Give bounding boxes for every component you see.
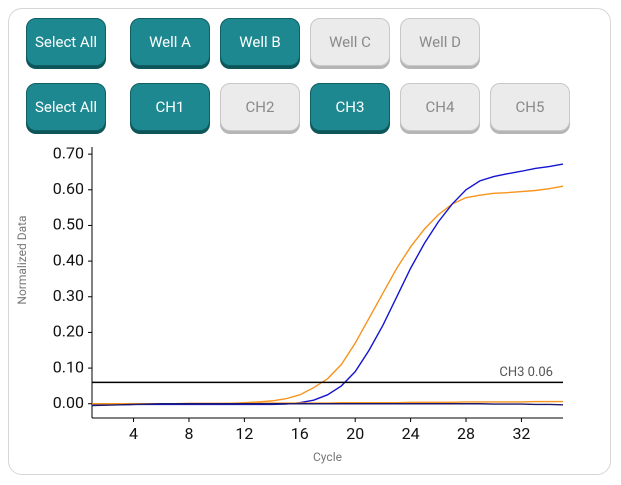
y-tick-label: 0.40 — [53, 250, 84, 269]
toggle-button[interactable]: CH3 — [310, 83, 390, 131]
series-line — [92, 163, 564, 406]
y-tick-label: 0.60 — [53, 179, 84, 198]
x-tick-label: 4 — [129, 424, 138, 443]
toggle-button[interactable]: CH5 — [490, 83, 570, 131]
x-tick-label: 16 — [291, 424, 309, 443]
y-tick-label: 0.70 — [53, 143, 84, 162]
toggle-button[interactable]: Well A — [130, 18, 210, 66]
toggle-button[interactable]: CH4 — [400, 83, 480, 131]
toggle-button[interactable]: Well B — [220, 18, 300, 66]
y-tick-label: 0.50 — [53, 215, 84, 234]
y-tick-label: 0.00 — [53, 393, 84, 412]
toggle-button[interactable]: CH2 — [220, 83, 300, 131]
y-tick-label: 0.30 — [53, 286, 84, 305]
toggle-button[interactable]: Well C — [310, 18, 390, 66]
panel — [8, 8, 611, 475]
toggle-button[interactable]: CH1 — [130, 83, 210, 131]
y-tick-label: 0.20 — [53, 322, 84, 341]
y-axis-title: Normalized Data — [15, 215, 29, 304]
x-tick-label: 20 — [346, 424, 364, 443]
toggle-button[interactable]: Well D — [400, 18, 480, 66]
series-line — [91, 403, 564, 407]
toggle-button[interactable]: Select All — [26, 83, 106, 131]
series-line — [92, 185, 564, 405]
x-tick-label: 8 — [184, 424, 193, 443]
toggle-button[interactable]: Select All — [26, 18, 106, 66]
y-tick-label: 0.10 — [53, 357, 84, 376]
x-tick-label: 28 — [457, 424, 475, 443]
x-axis-title: Cycle — [313, 450, 342, 464]
threshold-label: CH3 0.06 — [499, 365, 553, 380]
x-tick-label: 32 — [512, 424, 530, 443]
x-tick-label: 24 — [402, 424, 420, 443]
x-tick-label: 12 — [235, 424, 253, 443]
